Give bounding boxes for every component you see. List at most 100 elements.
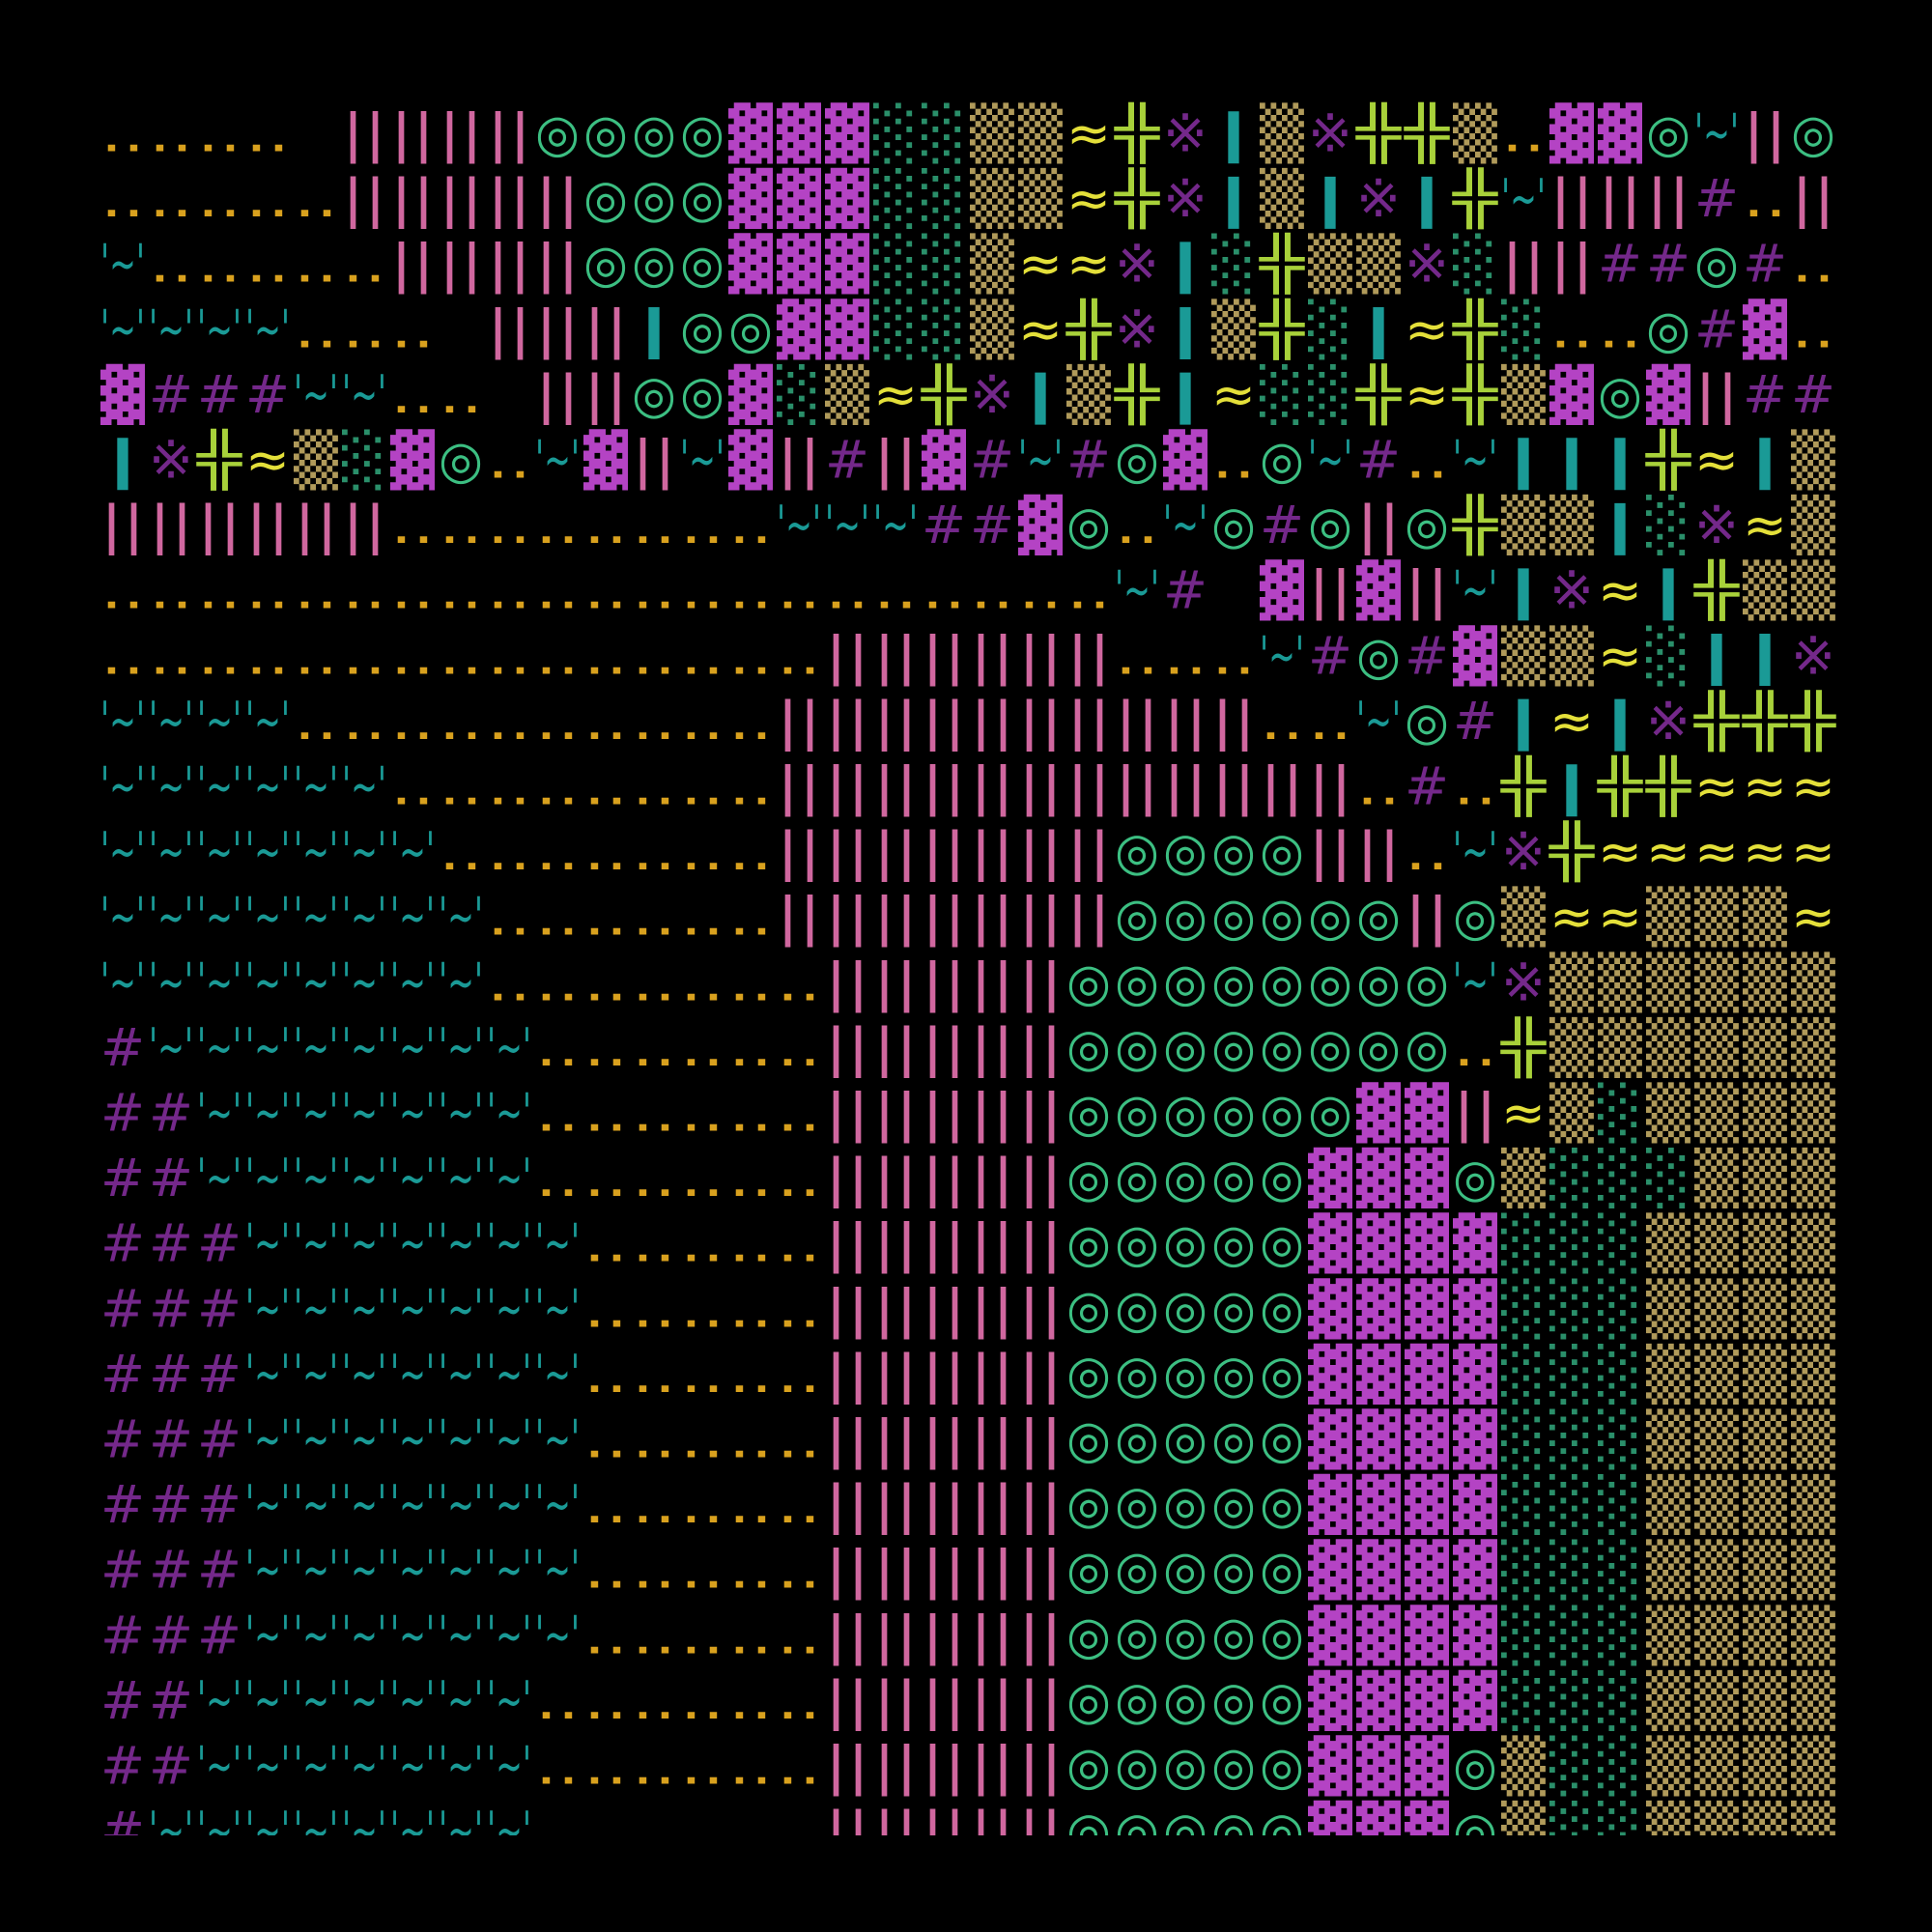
glyph: #: [100, 1474, 145, 1535]
glyph: ░: [777, 363, 821, 425]
glyph: ≈: [1211, 364, 1256, 425]
glyph: '~': [294, 1605, 338, 1665]
glyph: ▓: [777, 102, 822, 164]
glyph: |: [1501, 430, 1546, 491]
glyph: '~': [487, 1670, 531, 1731]
glyph: ▓: [1308, 1473, 1353, 1535]
glyph: ▓: [1453, 1343, 1498, 1405]
glyph: ..: [680, 1148, 724, 1208]
glyph: ◎: [1356, 1017, 1401, 1078]
glyph: ▒: [1646, 1735, 1691, 1797]
glyph: ◎: [1066, 1083, 1111, 1144]
glyph: ||: [970, 625, 1014, 686]
glyph: ||: [1211, 691, 1256, 752]
glyph: ||: [825, 1736, 869, 1797]
glyph: ..: [728, 1736, 773, 1797]
glyph: ◎: [1211, 1605, 1256, 1665]
glyph: '~': [342, 887, 386, 948]
glyph: ◎: [1453, 1736, 1497, 1797]
glyph: ||: [922, 1278, 966, 1339]
glyph: ◎: [583, 234, 628, 295]
glyph: |: [1501, 560, 1546, 621]
glyph: ||: [922, 1736, 966, 1797]
glyph: |: [1163, 364, 1208, 425]
glyph: ◎: [1066, 1409, 1111, 1470]
glyph: ..: [149, 38, 193, 99]
glyph: ▒: [1791, 1408, 1836, 1470]
glyph: ▓: [1356, 1735, 1402, 1797]
glyph: ◎: [1211, 887, 1256, 948]
glyph: ..: [632, 495, 676, 555]
glyph: ||: [390, 168, 435, 229]
glyph: ..: [245, 168, 290, 229]
glyph: ◎: [1066, 1605, 1111, 1665]
glyph: ||: [970, 756, 1014, 817]
glyph: ▓: [728, 429, 774, 491]
glyph: ..: [294, 168, 338, 229]
glyph: ▒: [1743, 1343, 1788, 1405]
glyph: ▒: [1646, 1604, 1691, 1665]
glyph: ◎: [1066, 1278, 1111, 1339]
glyph: ||: [970, 952, 1014, 1012]
glyph: ╬: [1452, 298, 1498, 360]
glyph: ..: [728, 1278, 773, 1339]
glyph: ..: [583, 1344, 628, 1405]
glyph: ░: [1598, 1604, 1642, 1665]
glyph: ..: [1211, 625, 1256, 686]
glyph: ▒: [1260, 167, 1305, 229]
glyph: ▓: [1356, 1604, 1402, 1665]
glyph: #: [100, 1409, 145, 1470]
glyph: ..: [583, 1670, 628, 1731]
glyph: ◎: [1405, 952, 1449, 1012]
glyph: ..: [535, 691, 580, 752]
glyph: ..: [1791, 234, 1835, 295]
glyph: ||: [1115, 756, 1159, 817]
glyph: ..: [535, 1736, 580, 1797]
glyph: ||: [873, 1736, 918, 1797]
glyph: '~': [294, 887, 338, 948]
glyph: #: [149, 1474, 193, 1535]
glyph: ||: [1018, 1736, 1063, 1797]
glyph: ||: [922, 625, 966, 686]
glyph: ||: [1018, 1083, 1063, 1144]
glyph: ||: [825, 1474, 869, 1535]
glyph: '~': [439, 1736, 483, 1797]
glyph: ◎: [1356, 952, 1401, 1012]
glyph: ..: [632, 625, 676, 686]
glyph: ..: [1115, 625, 1159, 686]
glyph: ▒: [1791, 1735, 1836, 1797]
glyph: ▒: [1501, 1800, 1547, 1861]
glyph: ░: [1501, 1343, 1546, 1405]
glyph: ||: [825, 887, 869, 948]
glyph: ||: [970, 821, 1014, 882]
glyph: |: [1598, 430, 1642, 491]
glyph: ||: [1018, 952, 1063, 1012]
glyph: ▓: [777, 167, 822, 229]
glyph: '~': [487, 1017, 531, 1078]
glyph: ◎: [1115, 1736, 1159, 1797]
glyph: ||: [873, 1801, 918, 1861]
glyph: ◎: [1066, 1670, 1111, 1731]
glyph: ╬: [1452, 494, 1498, 556]
glyph: ≈: [1598, 560, 1642, 621]
glyph: ..: [342, 625, 386, 686]
glyph: ..: [680, 625, 724, 686]
glyph: ※: [970, 364, 1014, 425]
glyph: ◎: [1066, 1801, 1111, 1861]
glyph: ◎: [1163, 1670, 1208, 1731]
glyph: ▓: [825, 233, 870, 295]
glyph: '~': [342, 1605, 386, 1665]
glyph: ||: [970, 1474, 1014, 1535]
glyph: ..: [439, 625, 483, 686]
glyph: ..: [825, 560, 869, 621]
glyph: ||: [922, 1605, 966, 1665]
glyph: ..: [777, 1540, 821, 1601]
glyph: ||: [825, 1670, 869, 1731]
glyph: ..: [487, 821, 531, 882]
glyph: ..: [535, 756, 580, 817]
glyph: ░: [1646, 624, 1690, 686]
glyph: ▒: [1646, 1343, 1691, 1405]
glyph: '~': [390, 821, 435, 882]
glyph: ||: [922, 691, 966, 752]
